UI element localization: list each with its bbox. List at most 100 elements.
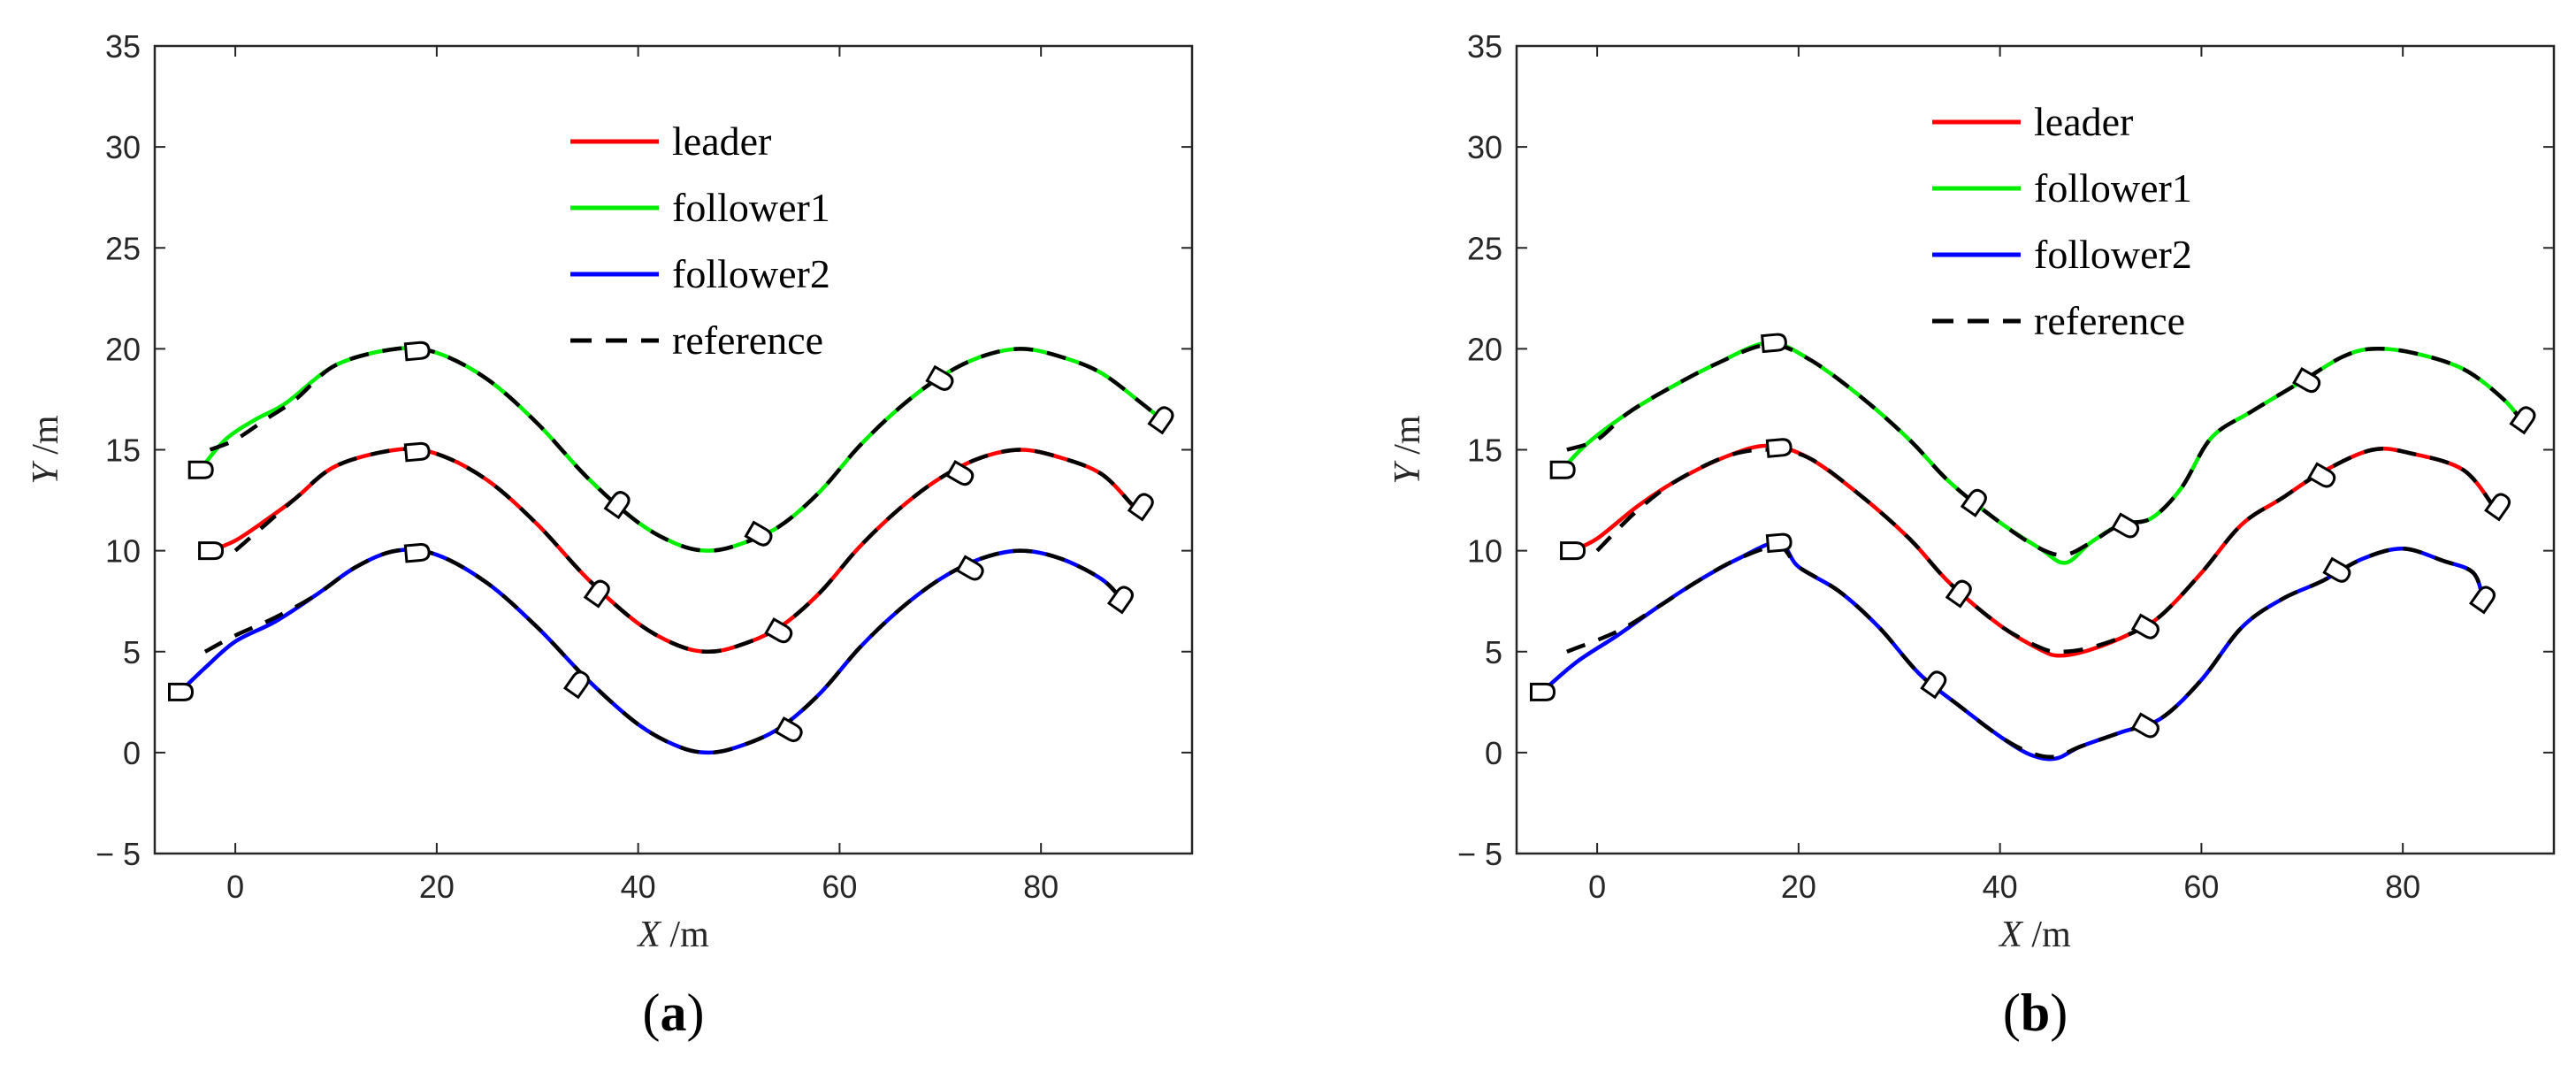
x-tick-label: 60 [2183, 869, 2219, 905]
y-tick-label: 5 [123, 634, 141, 670]
ship-marker [2468, 586, 2496, 615]
ship-marker [1127, 493, 1154, 522]
ship-marker [1945, 579, 1972, 609]
panel-label-close: ) [687, 984, 705, 1042]
legend-label-reference: reference [672, 318, 823, 363]
ship-marker [403, 441, 431, 463]
ship-marker [583, 579, 610, 609]
reference-line [203, 547, 1123, 755]
reference-line [1566, 342, 2526, 557]
panel-label-close: ) [2050, 984, 2068, 1042]
y-axis-label: Y /m [26, 415, 66, 485]
x-tick-label: 80 [2385, 869, 2420, 905]
legend-label-reference: reference [2034, 298, 2185, 343]
ship-marker [2292, 367, 2321, 394]
legend-label-follower1: follower1 [672, 185, 830, 230]
y-tick-label: − 5 [96, 836, 141, 872]
y-tick-label: 0 [1485, 735, 1502, 771]
ship-marker [1560, 541, 1586, 561]
y-tick-label: 25 [1467, 230, 1502, 266]
reference-line [233, 447, 1134, 655]
legend-label-follower2: follower2 [2034, 232, 2192, 277]
y-axis-symbol: Y [26, 460, 66, 485]
y-tick-label: 15 [105, 433, 141, 469]
x-tick-label: 20 [1781, 869, 1816, 905]
y-tick-label: 10 [105, 533, 141, 570]
legend-label-follower2: follower2 [672, 251, 830, 296]
x-axis-label: X /m [636, 915, 709, 955]
ship-marker [925, 364, 954, 391]
ship-marker [2484, 493, 2511, 522]
x-tick-label: 40 [1983, 869, 2018, 905]
panel-label-open: ( [643, 984, 661, 1042]
y-tick-label: 35 [1467, 28, 1502, 65]
y-tick-label: 30 [105, 129, 141, 165]
y-tick-label: 20 [105, 331, 141, 367]
ship-marker [1106, 586, 1134, 615]
reference-line [209, 346, 1164, 553]
x-axis-label: X /m [1998, 915, 2071, 955]
y-tick-label: − 5 [1457, 836, 1502, 872]
x-axis-symbol: X [1998, 915, 2024, 955]
y-tick-label: 25 [105, 230, 141, 266]
ship-marker [1920, 670, 1947, 700]
ship-marker [774, 716, 803, 743]
x-axis-symbol: X [636, 915, 662, 955]
ship-marker [744, 520, 773, 547]
legend-label-leader: leader [2034, 99, 2133, 144]
ship-marker [603, 491, 631, 520]
y-axis-unit: /m [1387, 415, 1428, 463]
panel-label-letter: a [661, 984, 687, 1042]
x-tick-label: 0 [1588, 869, 1606, 905]
ship-marker [1147, 406, 1174, 435]
y-tick-label: 10 [1467, 533, 1502, 570]
x-tick-label: 80 [1023, 869, 1059, 905]
y-axis-unit: /m [26, 415, 66, 463]
y-tick-label: 5 [1485, 634, 1502, 670]
y-axis-label: Y /m [1387, 415, 1428, 485]
ship-marker [1960, 488, 1987, 517]
panel-label: (b) [2003, 984, 2068, 1042]
ship-marker [187, 460, 214, 479]
y-tick-label: 0 [123, 735, 141, 771]
legend: leader follower1 follower2 reference [570, 119, 830, 363]
ship-marker [2322, 556, 2351, 583]
ship-marker [945, 460, 975, 486]
legend-label-follower1: follower1 [2034, 165, 2192, 211]
legend-label-leader: leader [672, 119, 771, 164]
ship-marker [1530, 682, 1556, 701]
ship-marker [2509, 406, 2536, 435]
ship-marker [1761, 333, 1787, 354]
panel-label: (a) [643, 984, 705, 1042]
y-axis-symbol: Y [1387, 460, 1428, 485]
ship-marker [1549, 460, 1576, 479]
ship-marker [764, 617, 793, 644]
x-axis-unit: /m [661, 915, 709, 955]
legend: leader follower1 follower2 reference [1932, 99, 2192, 343]
ship-marker [2307, 462, 2336, 488]
reference-line [1566, 544, 2486, 759]
ship-marker [2130, 712, 2159, 739]
y-tick-label: 20 [1467, 331, 1502, 367]
x-axis-unit: /m [2022, 915, 2071, 955]
x-tick-label: 0 [226, 869, 244, 905]
panel-label-open: ( [2003, 984, 2021, 1042]
ship-marker [403, 543, 431, 563]
ship-marker [168, 682, 195, 701]
ship-marker [2130, 613, 2159, 639]
ship-marker [1765, 532, 1792, 554]
y-tick-label: 30 [1467, 129, 1502, 165]
ship-marker [1765, 438, 1792, 458]
ship-marker [2111, 512, 2140, 539]
y-tick-label: 35 [105, 28, 141, 65]
ship-marker [198, 541, 225, 561]
ship-marker [955, 555, 984, 581]
ship-marker [562, 670, 590, 700]
panel-label-letter: b [2021, 984, 2050, 1042]
ship-marker [403, 341, 431, 362]
x-tick-label: 60 [822, 869, 857, 905]
